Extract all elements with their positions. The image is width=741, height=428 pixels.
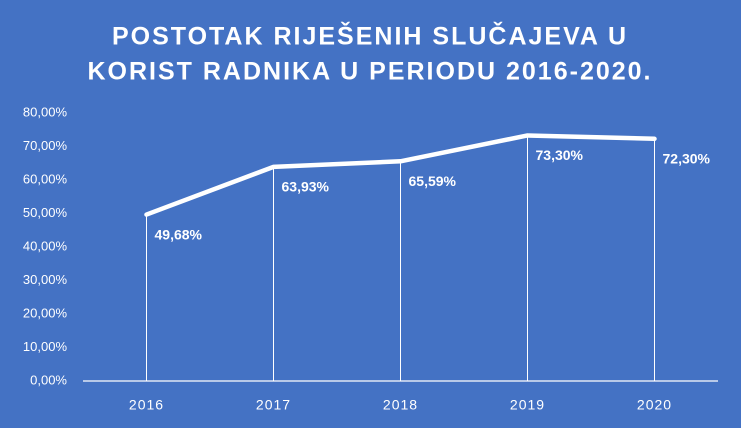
y-tick-label: 80,00% — [23, 104, 68, 119]
x-tick-label: 2018 — [383, 397, 418, 413]
y-tick-label: 40,00% — [23, 238, 68, 253]
x-tick-label: 2016 — [129, 397, 164, 413]
y-tick-label: 10,00% — [23, 339, 68, 354]
y-tick-label: 50,00% — [23, 205, 68, 220]
data-label: 63,93% — [282, 179, 330, 195]
line — [144, 133, 657, 217]
chart-title: POSTOTAK RIJEŠENIH SLUČAJEVA U — [112, 21, 628, 51]
data-label: 72,30% — [663, 150, 711, 166]
x-tick-label: 2020 — [637, 397, 672, 413]
y-tick-label: 30,00% — [23, 272, 68, 287]
y-tick-label: 20,00% — [23, 305, 68, 320]
chart-title: KORIST RADNIKA U PERIODU 2016-2020. — [87, 58, 652, 86]
data-label: 65,59% — [409, 173, 457, 189]
data-label: 49,68% — [155, 226, 203, 242]
y-tick-label: 60,00% — [23, 171, 68, 186]
data-label: 73,30% — [536, 147, 584, 163]
y-tick-label: 0,00% — [30, 372, 67, 387]
x-tick-label: 2017 — [256, 397, 291, 413]
y-tick-label: 70,00% — [23, 138, 68, 153]
x-tick-label: 2019 — [510, 397, 545, 413]
